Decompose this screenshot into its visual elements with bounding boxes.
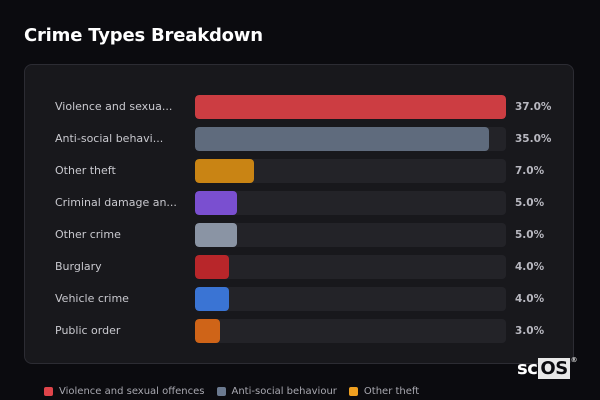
chart-legend: Violence and sexual offences Anti-social … [44,386,419,397]
bar-track [195,255,506,279]
legend-label: Other theft [363,386,420,397]
bar-value: 5.0% [515,229,545,241]
bar-track [195,191,506,215]
bar-label: Other crime [55,228,121,241]
logo-sc: sc [517,358,538,379]
legend-label: Violence and sexual offences [59,386,205,397]
bar-row: Other crime 5.0% [25,223,573,255]
bar-fill[interactable] [195,191,238,215]
bar-track [195,95,506,119]
bar-row: Criminal damage an... 5.0% [25,191,573,223]
legend-swatch-icon [348,387,358,396]
bar-value: 7.0% [515,165,545,177]
bar-track [195,287,506,311]
bar-track [195,223,506,247]
bar-track [195,319,506,343]
bar-row: Burglary 4.0% [25,255,573,287]
legend-swatch-icon [216,387,226,396]
legend-item[interactable]: Anti-social behaviour [216,386,337,397]
bar-fill[interactable] [195,319,221,343]
bar-label: Anti-social behavi... [55,132,164,145]
bar-value: 37.0% [515,101,552,113]
legend-label: Anti-social behaviour [231,386,337,397]
bar-label: Burglary [55,260,102,273]
bar-value: 3.0% [515,325,545,337]
bar-fill[interactable] [195,223,238,247]
bar-row: Other theft 7.0% [25,159,573,191]
logo-os: OS [538,358,570,379]
bar-track [195,127,506,151]
bar-fill[interactable] [195,127,490,151]
legend-item[interactable]: Violence and sexual offences [44,386,205,397]
bar-fill[interactable] [195,255,229,279]
chart-title: Crime Types Breakdown [24,25,263,46]
bar-label: Criminal damage an... [55,196,177,209]
bar-value: 35.0% [515,133,552,145]
bar-track [195,159,506,183]
bar-row: Violence and sexua... 37.0% [25,95,573,127]
scos-logo: sc OS ® [517,356,578,379]
bar-label: Public order [55,324,121,337]
bar-label: Vehicle crime [55,292,129,305]
bar-value: 5.0% [515,197,545,209]
bar-row: Anti-social behavi... 35.0% [25,127,573,159]
bar-rows: Violence and sexua... 37.0% Anti-social be… [25,95,573,351]
legend-item[interactable]: Other theft [348,386,420,397]
bar-label: Other theft [55,164,116,177]
bar-fill[interactable] [195,287,229,311]
bar-row: Public order 3.0% [25,319,573,351]
bar-label: Violence and sexua... [55,100,173,113]
bar-row: Vehicle crime 4.0% [25,287,573,319]
bar-fill[interactable] [195,159,254,183]
bar-fill[interactable] [195,95,506,119]
legend-swatch-icon [44,387,53,396]
chart-card: Violence and sexua... 37.0% Anti-social be… [24,64,574,364]
bar-value: 4.0% [515,293,545,305]
registered-mark-icon: ® [570,356,578,364]
bar-value: 4.0% [515,261,545,273]
